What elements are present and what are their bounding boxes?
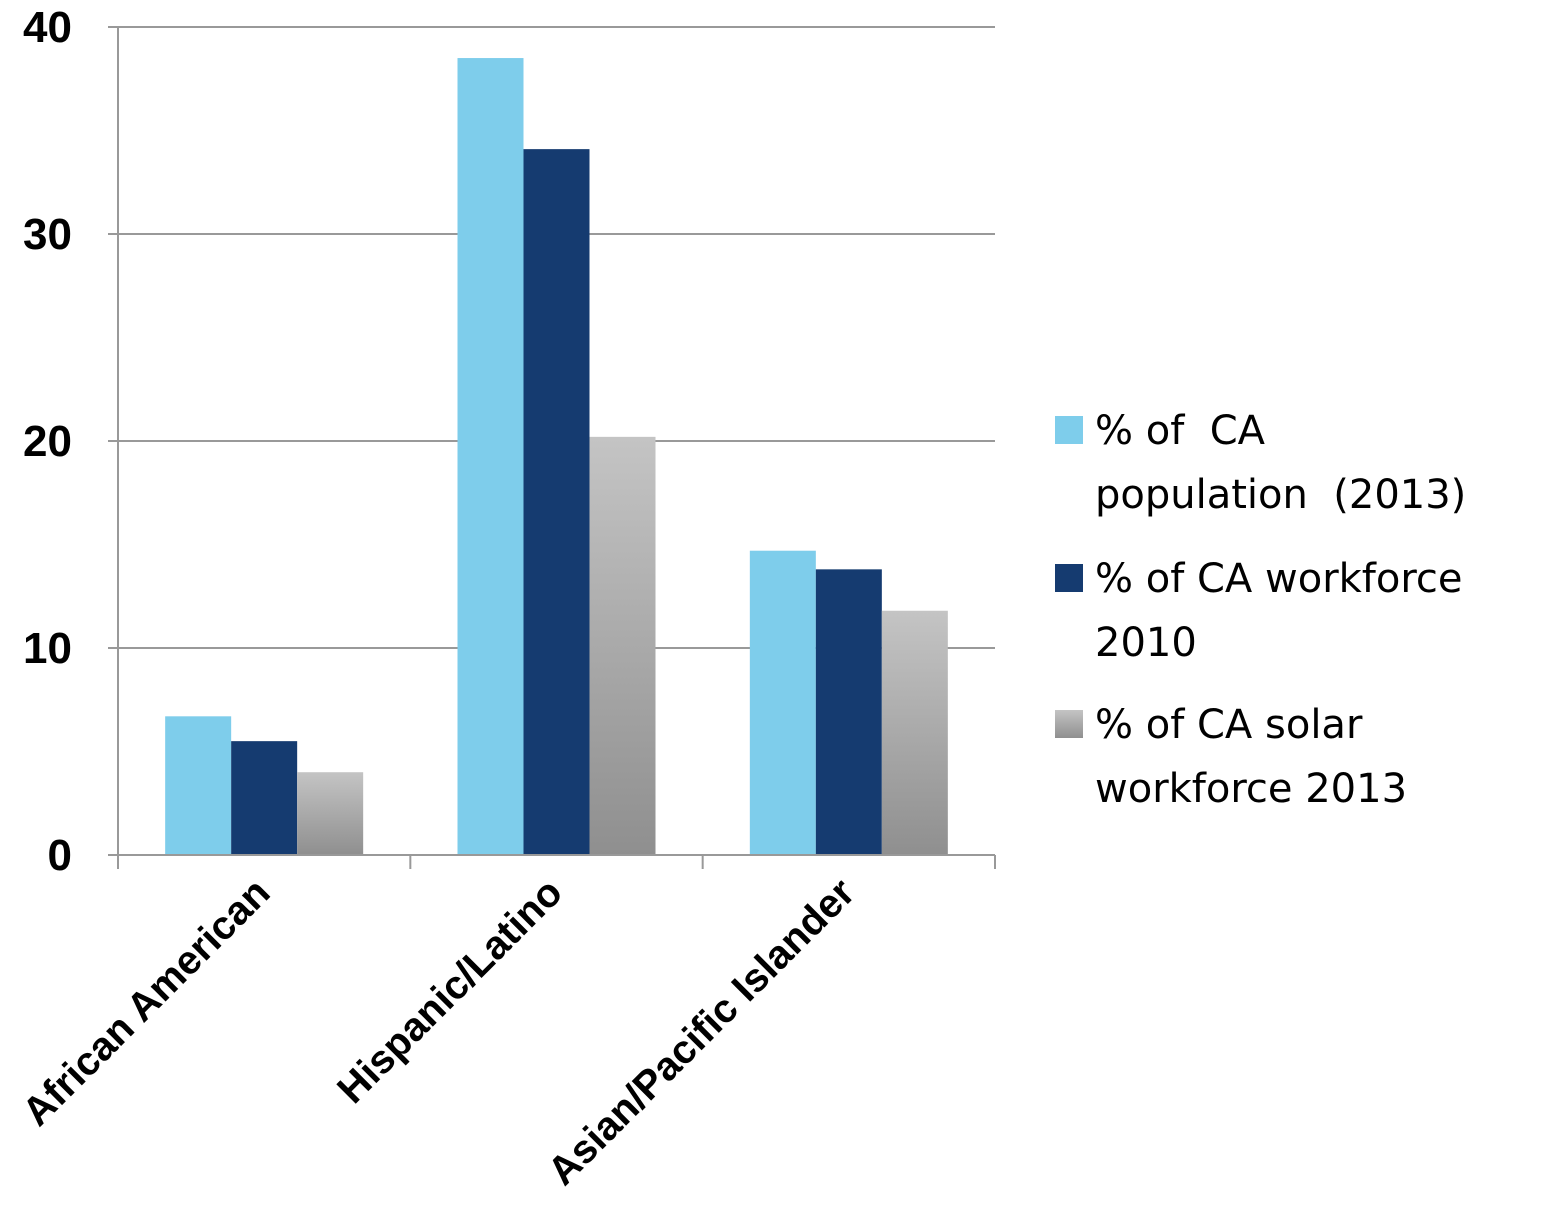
x-category-label: Asian/Pacific Islander: [540, 870, 864, 1194]
x-category-label: Hispanic/Latino: [329, 870, 571, 1112]
legend-label: % of CA: [1095, 408, 1266, 454]
y-tick-label: 0: [48, 831, 72, 880]
bar: [589, 436, 656, 855]
legend-swatch: [1055, 564, 1083, 592]
legend-label: % of CA solar: [1095, 702, 1363, 748]
y-tick-label: 20: [23, 417, 72, 466]
axes: [108, 26, 996, 869]
bar: [457, 58, 524, 856]
legend: % of CA population (2013) % of CA workforc…: [1055, 408, 1466, 812]
legend-label: % of CA workforce: [1095, 556, 1463, 602]
bar: [881, 610, 948, 855]
bar: [165, 716, 232, 855]
bar: [523, 149, 590, 855]
x-category-label: African American: [14, 870, 278, 1134]
legend-label: population (2013): [1095, 472, 1466, 518]
legend-swatch: [1055, 710, 1083, 738]
legend-label: workforce 2013: [1095, 766, 1407, 812]
bar: [749, 550, 816, 855]
bars: [165, 58, 948, 856]
y-tick-label: 10: [23, 624, 72, 673]
y-tick-label: 40: [23, 3, 72, 52]
y-tick-labels: 0 10 20 30 40: [23, 3, 72, 880]
y-tick-label: 30: [23, 210, 72, 259]
legend-label: 2010: [1095, 620, 1197, 666]
category-labels: African American Hispanic/LatinoAsian/Pac…: [14, 870, 863, 1194]
bar: [297, 772, 364, 855]
bar: [231, 741, 298, 855]
legend-swatch: [1055, 416, 1083, 444]
bar: [815, 569, 882, 855]
